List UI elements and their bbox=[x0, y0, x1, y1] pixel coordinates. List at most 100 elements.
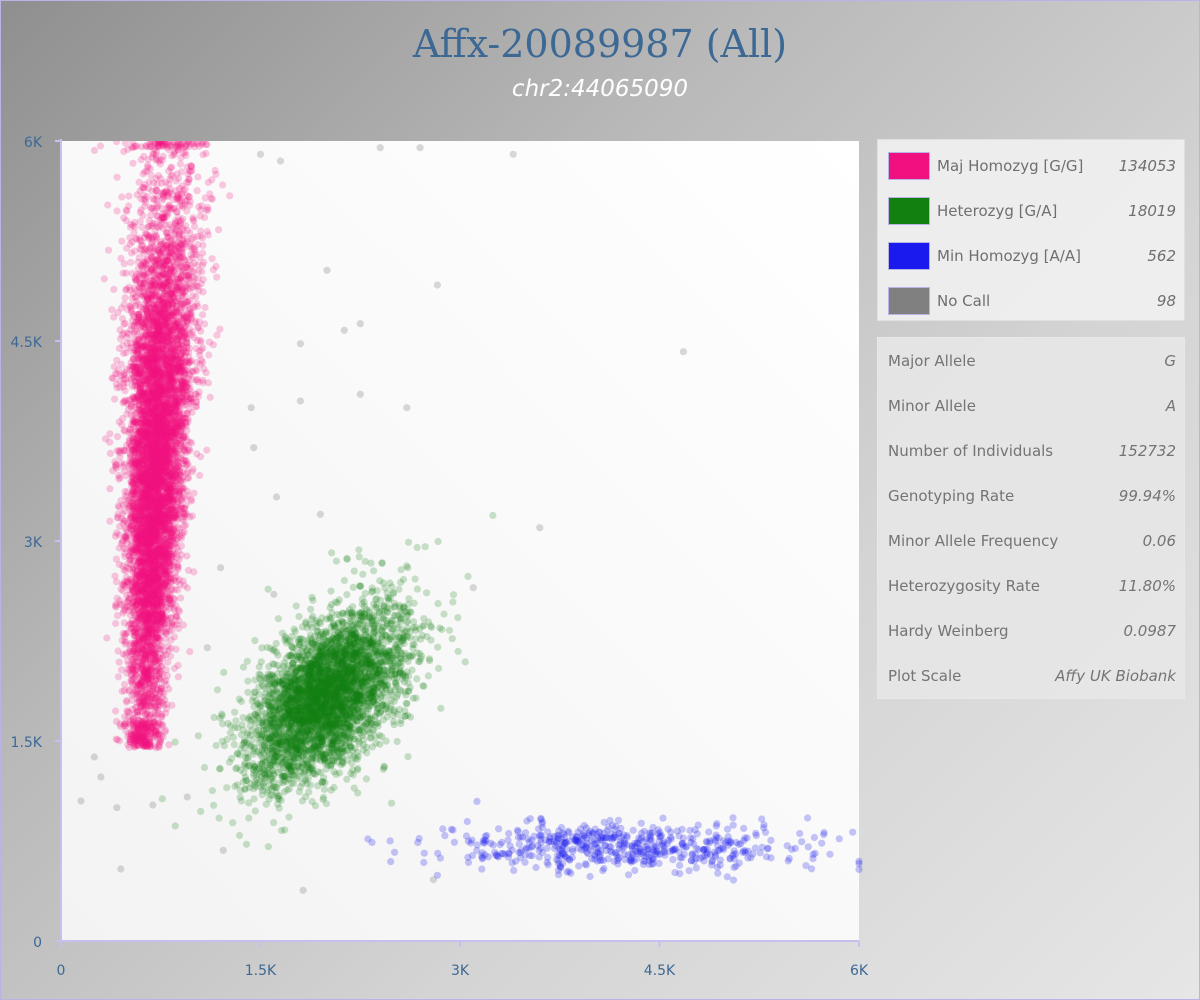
data-point bbox=[289, 644, 297, 652]
data-point bbox=[566, 856, 574, 864]
data-point bbox=[672, 845, 680, 853]
data-point bbox=[308, 745, 316, 753]
data-point bbox=[364, 835, 372, 843]
data-point bbox=[720, 837, 728, 845]
data-point bbox=[435, 664, 443, 673]
data-point bbox=[323, 266, 331, 274]
data-point bbox=[612, 849, 620, 857]
data-point bbox=[219, 846, 227, 854]
data-point bbox=[356, 726, 364, 734]
data-point bbox=[752, 831, 760, 840]
data-point bbox=[678, 854, 686, 862]
data-point bbox=[615, 829, 624, 838]
data-point bbox=[449, 826, 457, 834]
data-point bbox=[607, 830, 615, 838]
data-point bbox=[631, 843, 639, 851]
data-point bbox=[295, 728, 303, 736]
data-point bbox=[252, 728, 260, 736]
data-point bbox=[808, 865, 816, 873]
data-point bbox=[641, 857, 649, 865]
data-point bbox=[350, 567, 358, 575]
data-point bbox=[492, 851, 500, 859]
data-point bbox=[554, 857, 562, 865]
data-point bbox=[614, 860, 622, 868]
data-point bbox=[556, 862, 565, 870]
data-point bbox=[312, 734, 320, 742]
data-point bbox=[669, 847, 677, 855]
data-point bbox=[405, 672, 413, 680]
data-point bbox=[705, 828, 713, 836]
data-point bbox=[349, 659, 357, 668]
data-point bbox=[290, 671, 298, 679]
data-point bbox=[811, 849, 819, 858]
data-point bbox=[729, 876, 738, 884]
data-point bbox=[623, 833, 631, 842]
data-point bbox=[295, 612, 303, 621]
data-point bbox=[593, 839, 601, 847]
data-point bbox=[319, 754, 327, 762]
data-point bbox=[381, 693, 389, 701]
data-point bbox=[706, 839, 714, 847]
data-point bbox=[783, 842, 791, 850]
data-point bbox=[573, 837, 581, 845]
data-point bbox=[294, 692, 303, 701]
data-point bbox=[517, 833, 525, 841]
data-point bbox=[277, 713, 285, 721]
data-point bbox=[270, 590, 278, 598]
data-point bbox=[554, 851, 562, 859]
data-point bbox=[371, 645, 379, 653]
data-point bbox=[374, 683, 382, 691]
data-point bbox=[560, 850, 568, 858]
data-point bbox=[347, 628, 355, 636]
data-point bbox=[478, 849, 486, 857]
data-point bbox=[553, 838, 561, 846]
data-point bbox=[384, 653, 392, 662]
data-point bbox=[481, 851, 489, 859]
data-point bbox=[637, 829, 646, 837]
data-point bbox=[239, 714, 247, 722]
data-point bbox=[603, 827, 611, 835]
data-point bbox=[554, 834, 562, 843]
data-point bbox=[489, 841, 497, 849]
data-point bbox=[464, 837, 472, 845]
data-point bbox=[602, 846, 610, 855]
data-point bbox=[591, 852, 599, 860]
data-point bbox=[420, 849, 428, 857]
data-point bbox=[308, 798, 316, 806]
data-point bbox=[265, 711, 273, 719]
data-point bbox=[572, 835, 580, 844]
data-point bbox=[354, 764, 362, 773]
data-point bbox=[610, 857, 618, 865]
data-point bbox=[600, 829, 608, 837]
data-point bbox=[473, 797, 481, 806]
data-point bbox=[406, 634, 414, 642]
data-point bbox=[580, 821, 588, 830]
data-point bbox=[687, 857, 696, 865]
data-point bbox=[340, 326, 348, 334]
data-point bbox=[724, 833, 732, 841]
data-point bbox=[391, 848, 399, 856]
data-point bbox=[297, 707, 305, 716]
data-point bbox=[266, 671, 274, 679]
chart-title: Affx-20089987 (All) bbox=[412, 22, 788, 66]
data-point bbox=[528, 852, 536, 860]
data-point bbox=[596, 828, 604, 836]
data-point bbox=[404, 679, 412, 687]
data-point bbox=[299, 886, 307, 894]
data-point bbox=[818, 839, 826, 847]
data-point bbox=[291, 734, 299, 742]
data-point bbox=[501, 850, 509, 858]
data-point bbox=[706, 850, 715, 859]
data-point bbox=[483, 831, 491, 840]
data-point bbox=[760, 821, 768, 829]
data-point bbox=[480, 838, 488, 847]
data-point bbox=[602, 834, 610, 842]
data-point bbox=[454, 647, 462, 656]
data-point bbox=[481, 836, 489, 844]
data-point bbox=[606, 816, 614, 825]
data-point bbox=[268, 744, 276, 752]
data-point bbox=[634, 848, 643, 856]
data-point bbox=[441, 832, 449, 840]
data-point bbox=[409, 694, 417, 702]
min-homozyg-points bbox=[364, 797, 863, 884]
